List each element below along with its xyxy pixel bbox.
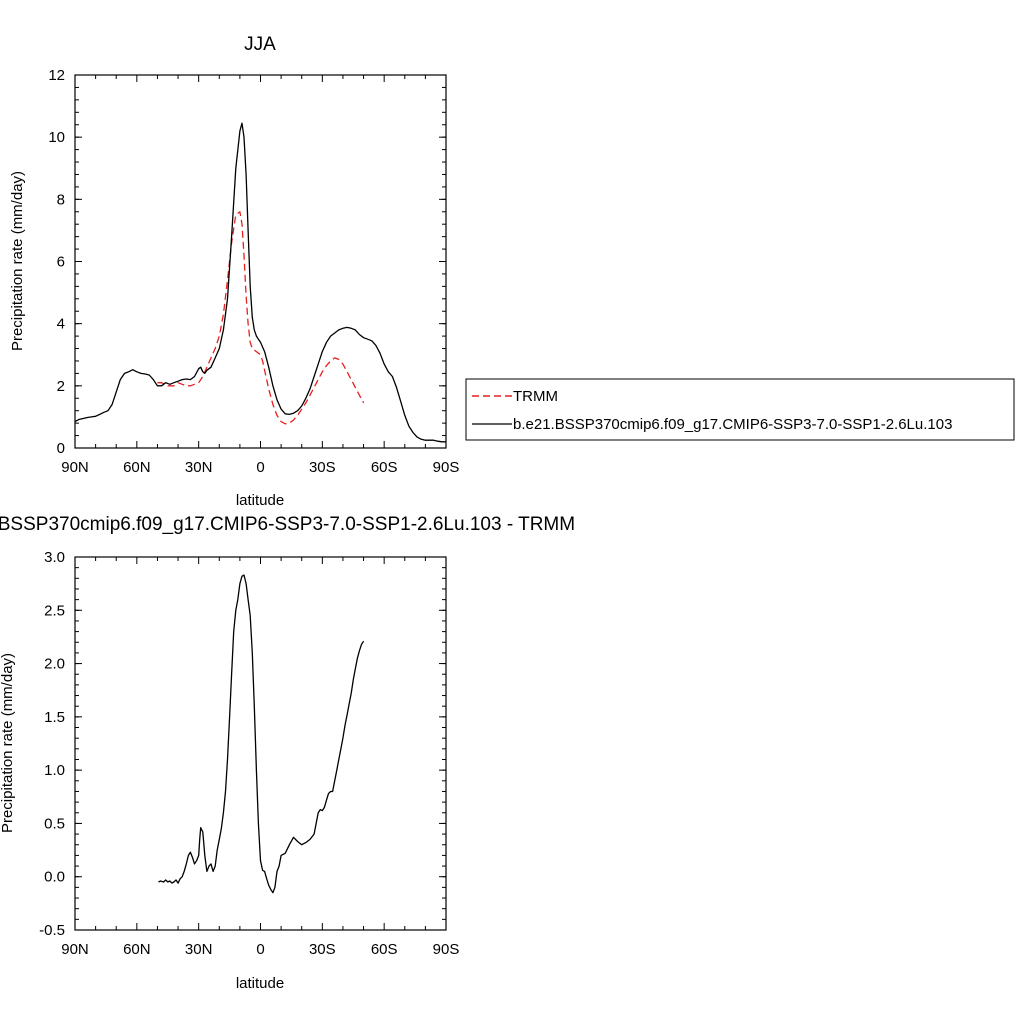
chart-top-tick-labels: 90N 60N 30N 0 30S 60S 90S 0 2 4 6 8 10 12: [48, 67, 459, 476]
y-tick-label: 6: [57, 254, 65, 271]
chart-top-plot-frame: [74, 74, 447, 449]
y-tick-label: 8: [57, 191, 65, 208]
chart-bottom-plot-frame: [74, 556, 447, 931]
y-tick-label: 4: [57, 316, 65, 333]
x-tick-label: 60S: [371, 941, 398, 958]
chart-bottom-xlabel: latitude: [236, 975, 284, 992]
chart-top-title: JJA: [244, 34, 276, 55]
x-tick-label: 0: [256, 459, 264, 476]
series-line-difference: [158, 574, 365, 894]
x-tick-label: 60N: [123, 941, 151, 958]
chart-bottom-series: [158, 574, 365, 894]
x-tick-label: 30N: [185, 459, 213, 476]
y-tick-label: 0.5: [44, 815, 65, 832]
chart-bottom-ylabel: Precipitation rate (mm/day): [0, 653, 16, 833]
chart-bottom-ticks: [74, 556, 447, 931]
x-tick-label: 60N: [123, 459, 151, 476]
chart-top-xlabel: latitude: [236, 492, 284, 509]
y-tick-label: 2.5: [44, 602, 65, 619]
chart-bottom-title: b.e21.BSSP370cmip6.f09_g17.CMIP6-SSP3-7.…: [0, 514, 575, 535]
y-tick-label: 1.5: [44, 709, 65, 726]
x-tick-label: 30N: [185, 941, 213, 958]
legend-model-label: b.e21.BSSP370cmip6.f09_g17.CMIP6-SSP3-7.…: [513, 416, 952, 433]
chart-top: JJA 90N 60N 30N 0 30S 60S 90S 0 2 4 6 8 10 12 latitud…: [9, 34, 459, 509]
y-tick-label: 2.0: [44, 656, 65, 673]
chart-top-ticks: [74, 74, 447, 449]
x-tick-label: 90N: [61, 941, 89, 958]
legend: TRMM b.e21.BSSP370cmip6.f09_g17.CMIP6-SS…: [465, 378, 1015, 441]
chart-top-series: [74, 122, 446, 443]
x-tick-label: 90S: [433, 941, 460, 958]
x-tick-label: 30S: [309, 941, 336, 958]
y-tick-label: -0.5: [39, 922, 65, 939]
y-tick-label: 0.0: [44, 869, 65, 886]
y-tick-label: 12: [48, 67, 65, 84]
series-line-model: [74, 122, 446, 443]
chart-bottom-tick-labels: 90N 60N 30N 0 30S 60S 90S -0.5 0.0 0.5 1.0 1.5 2.0 2.…: [39, 549, 459, 958]
chart-top-ylabel: Precipitation rate (mm/day): [9, 171, 26, 351]
y-tick-label: 0: [57, 440, 65, 457]
y-tick-label: 2: [57, 378, 65, 395]
series-line-trmm: [157, 211, 365, 425]
legend-box: [465, 378, 1015, 441]
x-tick-label: 0: [256, 941, 264, 958]
x-tick-label: 30S: [309, 459, 336, 476]
x-tick-label: 60S: [371, 459, 398, 476]
y-tick-label: 3.0: [44, 549, 65, 566]
y-tick-label: 1.0: [44, 762, 65, 779]
x-tick-label: 90N: [61, 459, 89, 476]
legend-trmm-label: TRMM: [513, 388, 558, 405]
x-tick-label: 90S: [433, 459, 460, 476]
chart-bottom: b.e21.BSSP370cmip6.f09_g17.CMIP6-SSP3-7.…: [0, 514, 575, 992]
y-tick-label: 10: [48, 129, 65, 146]
